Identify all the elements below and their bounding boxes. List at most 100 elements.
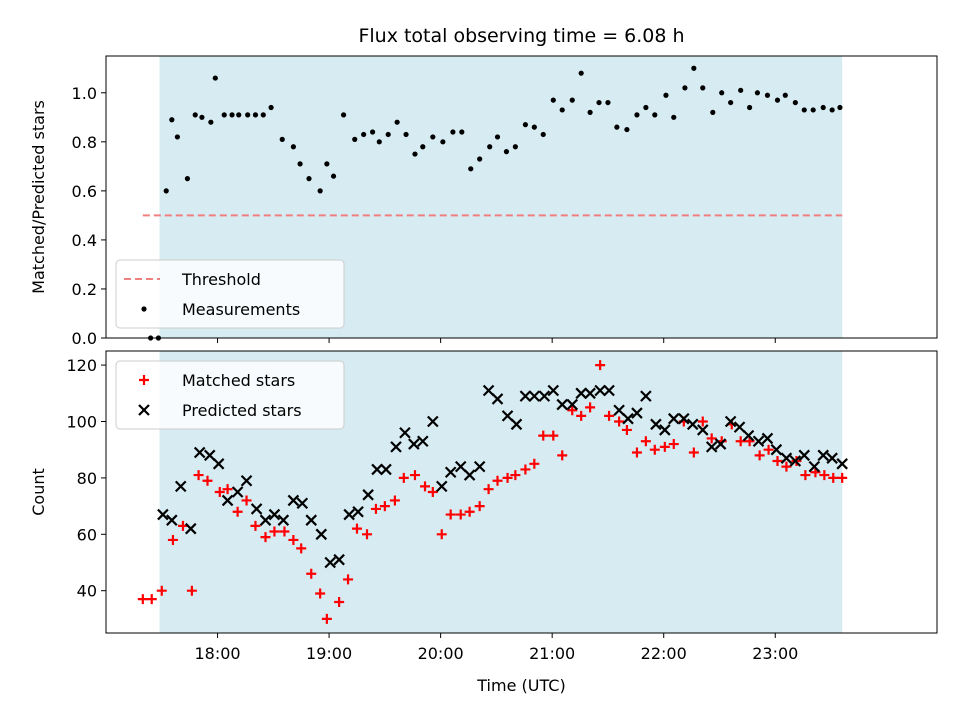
data-point — [483, 484, 494, 495]
data-point — [538, 390, 551, 402]
data-point — [747, 104, 753, 111]
data-point — [321, 613, 332, 624]
data-point — [742, 429, 755, 442]
data-point — [556, 398, 568, 411]
y-tick-label: 120 — [66, 356, 97, 375]
y-tick-label: 1.0 — [72, 84, 97, 103]
data-point — [455, 509, 466, 520]
x-tick-label: 20:00 — [418, 644, 464, 663]
data-point — [420, 481, 431, 492]
data-point — [146, 594, 157, 605]
data-point — [529, 458, 540, 469]
data-point — [728, 99, 734, 106]
data-point — [595, 360, 606, 371]
data-point — [241, 495, 252, 506]
data-point — [640, 390, 652, 402]
data-point — [614, 416, 625, 427]
data-point — [260, 532, 271, 543]
data-point — [137, 594, 148, 605]
data-point — [315, 528, 328, 541]
data-point — [696, 424, 709, 436]
data-point — [203, 449, 216, 462]
data-point — [494, 134, 501, 140]
data-point — [222, 484, 233, 495]
data-point — [640, 436, 651, 447]
data-point — [772, 455, 783, 466]
data-point — [156, 585, 167, 596]
data-point — [199, 114, 205, 120]
data-point — [192, 112, 198, 118]
data-point — [621, 424, 632, 435]
data-point — [710, 109, 716, 115]
data-point — [501, 410, 514, 422]
data-point — [420, 144, 426, 150]
data-point — [371, 463, 383, 476]
data-point — [531, 124, 537, 130]
data-point — [510, 418, 523, 431]
bottom-panel: 40 60 80 100 120 18:00 19:00 20:00 21:00 22:00 23:… — [29, 350, 938, 663]
data-point — [193, 446, 206, 459]
y-axis-label: Count — [29, 468, 48, 516]
data-point — [177, 520, 188, 531]
data-point — [250, 520, 261, 531]
y-tick-label: 0.0 — [72, 329, 97, 348]
data-point — [315, 588, 326, 599]
data-point — [208, 119, 214, 125]
data-point — [594, 384, 606, 397]
data-point — [463, 469, 476, 481]
data-point — [820, 104, 826, 111]
data-point — [538, 430, 549, 441]
data-point — [668, 439, 679, 450]
data-point — [389, 495, 400, 506]
data-point — [663, 92, 669, 98]
legend-swatch-measurements — [141, 306, 147, 312]
y-tick-label: 40 — [77, 582, 97, 601]
data-point — [487, 144, 493, 150]
data-point — [547, 384, 560, 397]
data-point — [464, 506, 475, 517]
data-point — [333, 553, 345, 566]
data-point — [427, 487, 438, 497]
data-point — [399, 427, 411, 439]
data-point — [236, 112, 242, 118]
data-point — [763, 444, 774, 455]
data-point — [169, 117, 175, 123]
data-point — [409, 470, 420, 481]
data-point — [202, 475, 213, 486]
data-point — [650, 418, 662, 431]
y-tick-label: 100 — [66, 413, 97, 432]
data-point — [789, 455, 802, 467]
data-point — [492, 475, 503, 486]
data-point — [567, 405, 578, 416]
data-point — [477, 156, 483, 162]
data-point — [352, 136, 358, 142]
data-point — [361, 131, 367, 138]
data-point — [817, 449, 830, 462]
data-point — [277, 514, 290, 526]
data-point — [643, 104, 649, 111]
data-point — [221, 112, 227, 118]
data-point — [782, 92, 788, 98]
data-point — [167, 534, 178, 545]
data-point — [559, 107, 565, 113]
data-point — [557, 450, 568, 461]
data-point — [352, 505, 364, 518]
data-point — [157, 508, 169, 521]
data-point — [306, 568, 317, 579]
data-point — [510, 470, 521, 481]
data-point — [268, 104, 274, 111]
data-point — [576, 410, 587, 421]
series-matched-stars — [137, 360, 848, 624]
data-point — [738, 87, 744, 93]
data-point — [214, 487, 225, 497]
legend-label: Predicted stars — [182, 401, 302, 420]
data-point — [380, 463, 392, 476]
data-point — [390, 441, 402, 453]
data-point — [473, 460, 486, 473]
y-tick-label: 0.6 — [72, 182, 97, 201]
data-point — [369, 129, 376, 135]
data-point — [482, 384, 495, 397]
data-point — [714, 438, 727, 450]
data-point — [212, 75, 218, 81]
x-axis-label: Time (UTC) — [476, 676, 565, 695]
